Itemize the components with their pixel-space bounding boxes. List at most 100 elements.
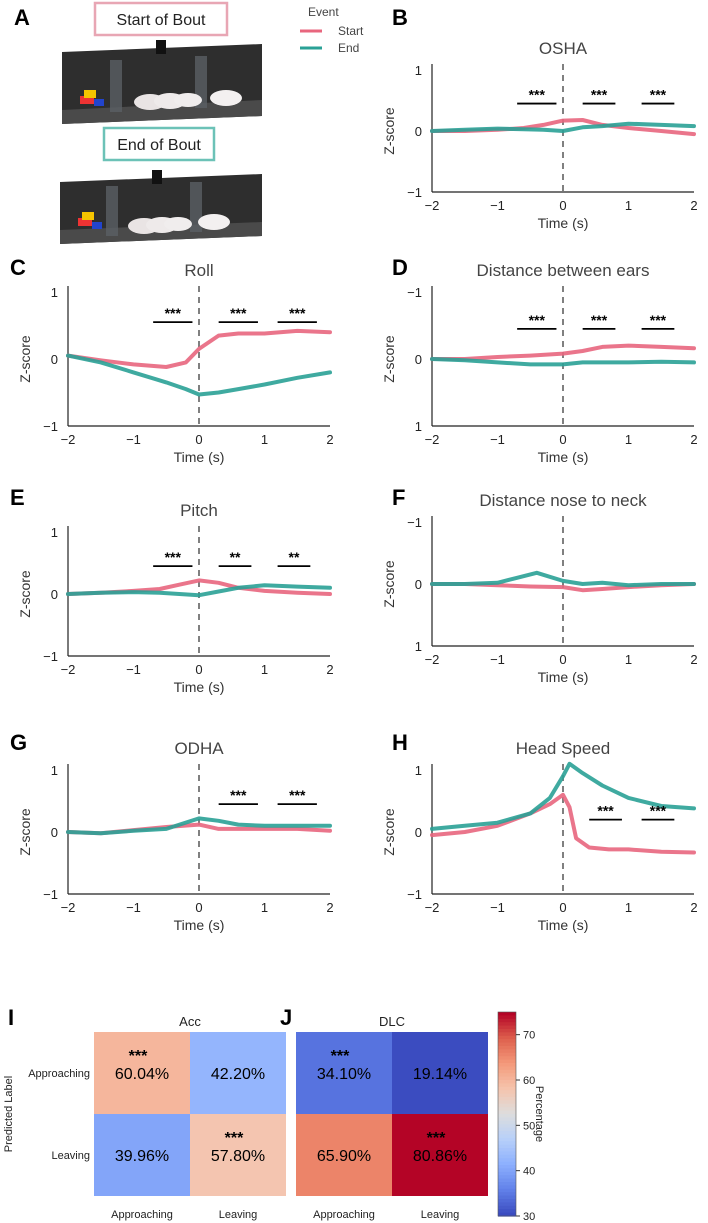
colorbar-segment <box>498 1063 516 1067</box>
colorbar-tick-label: 60 <box>523 1075 535 1087</box>
chart-title: Pitch <box>180 501 218 520</box>
series-start-line <box>430 792 696 855</box>
x-tick-label: −1 <box>490 900 505 915</box>
x-tick-label: 2 <box>690 900 697 915</box>
cell-value-label: 60.04% <box>115 1066 169 1083</box>
y-tick-label: −1 <box>43 887 58 902</box>
x-tick-label: 1 <box>625 432 632 447</box>
cell-value-label: 34.10% <box>317 1066 371 1083</box>
x-tick-label: 1 <box>625 652 632 667</box>
colorbar-segment <box>498 1080 516 1084</box>
y-axis-label: Z-score <box>381 107 397 155</box>
significance-label: *** <box>165 305 182 321</box>
x-axis-label: Time (s) <box>538 449 589 465</box>
panel-letter: J <box>280 1005 292 1030</box>
series-end-line <box>66 583 332 598</box>
colorbar-segment <box>498 1103 516 1108</box>
colorbar-segment <box>498 1199 516 1203</box>
colorbar-segment <box>498 1059 516 1064</box>
y-tick-label: 0 <box>415 352 422 367</box>
x-tick-label: −2 <box>425 432 440 447</box>
y-axis-label: Z-score <box>17 335 33 383</box>
colorbar-segment <box>498 1114 516 1118</box>
cell-significance: *** <box>331 1048 350 1065</box>
y-axis-label: Z-score <box>17 570 33 618</box>
colorbar-segment <box>498 1185 516 1190</box>
x-tick-label: 1 <box>261 662 268 677</box>
colorbar-segment <box>498 1069 516 1074</box>
colorbar-segment <box>498 1137 516 1142</box>
legend-title: Event <box>308 5 339 19</box>
heatmap-title: Acc <box>179 1014 201 1029</box>
colorbar-segment <box>498 1042 516 1047</box>
colorbar: 70 60 50 40 30 Percentage <box>497 1011 545 1223</box>
colorbar-segment <box>498 1127 516 1132</box>
colorbar-segment <box>498 1015 516 1020</box>
x-tick-label: −2 <box>425 198 440 213</box>
colorbar-segment <box>498 1151 516 1156</box>
panel-letter: C <box>10 255 26 280</box>
legend-start-label: Start <box>338 24 364 38</box>
x-axis-label: Time (s) <box>538 917 589 933</box>
heatmap-cell <box>190 1032 286 1114</box>
cell-value-label: 39.96% <box>115 1148 169 1165</box>
x-tick-label: −2 <box>61 900 76 915</box>
colorbar-segment <box>498 1171 516 1176</box>
colorbar-tick-label: 40 <box>523 1166 535 1178</box>
colorbar-segment <box>498 1066 516 1071</box>
x-tick-label: −2 <box>425 652 440 667</box>
x-tick-label: 0 <box>559 432 566 447</box>
chart-d: D Distance between ears −2 −1 0 1 2 −1 0 1 Time (s… <box>381 255 698 465</box>
colorbar-segment <box>498 1195 516 1200</box>
x-tick-label: 2 <box>326 900 333 915</box>
colorbar-segment <box>498 1168 516 1173</box>
y-tick-label: 1 <box>415 639 422 654</box>
significance-label: *** <box>165 549 182 565</box>
colorbar-segment <box>498 1131 516 1135</box>
colorbar-segment <box>498 1046 516 1050</box>
panel-letter-a: A <box>14 5 30 30</box>
significance-label: *** <box>529 87 546 103</box>
series-end-line <box>430 761 696 831</box>
cell-value-label: 65.90% <box>317 1148 371 1165</box>
y-tick-label: −1 <box>407 887 422 902</box>
x-category-label: Approaching <box>111 1209 173 1221</box>
chart-f: F Distance nose to neck −2 −1 0 1 2 −1 0 1 Time (s… <box>381 485 698 685</box>
x-tick-label: −1 <box>126 432 141 447</box>
x-tick-label: 0 <box>195 432 202 447</box>
colorbar-segment <box>498 1141 516 1146</box>
colorbar-segment <box>498 1154 516 1159</box>
x-category-label: Leaving <box>421 1209 460 1221</box>
x-category-label: Approaching <box>313 1209 375 1221</box>
significance-label: *** <box>650 803 667 819</box>
significance-label: *** <box>591 312 608 328</box>
colorbar-segment <box>498 1148 516 1152</box>
chart-title: Roll <box>184 261 213 280</box>
end-of-bout-box <box>102 126 216 162</box>
series-end-line <box>66 353 332 397</box>
x-tick-label: −1 <box>126 662 141 677</box>
colorbar-segment <box>498 1165 516 1169</box>
x-tick-label: 2 <box>326 662 333 677</box>
y-tick-label: 0 <box>415 825 422 840</box>
panel-a: A Start of Bout End of Bout <box>14 1 364 244</box>
colorbar-segment <box>498 1073 516 1078</box>
colorbar-segment <box>498 1100 516 1105</box>
significance-label: ** <box>230 549 241 565</box>
y-tick-label: −1 <box>43 649 58 664</box>
colorbar-segment <box>498 1117 516 1122</box>
x-axis-label: Time (s) <box>174 449 225 465</box>
x-tick-label: −2 <box>425 900 440 915</box>
x-tick-label: 1 <box>625 900 632 915</box>
series-start-line <box>66 328 332 369</box>
x-tick-label: 0 <box>559 652 566 667</box>
colorbar-segment <box>498 1202 516 1207</box>
significance-label: *** <box>597 803 614 819</box>
x-tick-label: 2 <box>690 432 697 447</box>
colorbar-segment <box>498 1086 516 1091</box>
